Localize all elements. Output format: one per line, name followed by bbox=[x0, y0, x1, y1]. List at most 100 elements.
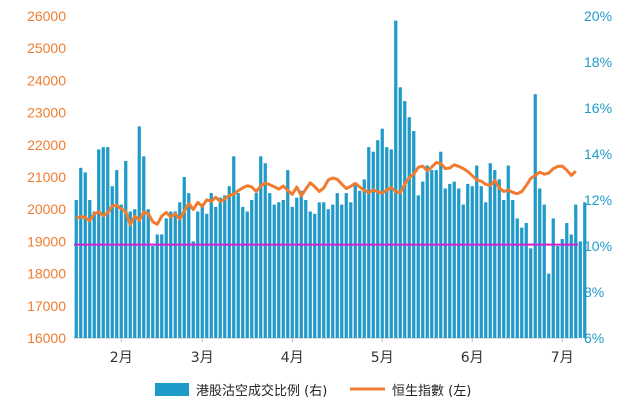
bar bbox=[506, 165, 510, 338]
bar bbox=[542, 204, 546, 338]
bar bbox=[308, 211, 312, 338]
bar bbox=[169, 211, 173, 338]
bar bbox=[299, 190, 303, 338]
bar bbox=[124, 160, 128, 338]
x-tick-label: 3月 bbox=[191, 350, 214, 366]
bar bbox=[115, 170, 119, 338]
bar bbox=[304, 200, 308, 338]
bar bbox=[137, 126, 141, 339]
bar bbox=[223, 195, 227, 338]
x-axis: 2月 3月 4月 5月 6月 7月 bbox=[110, 338, 574, 366]
bar bbox=[443, 188, 447, 338]
bar bbox=[425, 165, 429, 338]
left-tick-label: 25000 bbox=[27, 40, 66, 56]
bar bbox=[268, 193, 272, 338]
bar bbox=[205, 213, 209, 338]
bar bbox=[119, 204, 123, 338]
bar bbox=[403, 101, 407, 338]
bar bbox=[565, 223, 569, 338]
bar bbox=[281, 200, 285, 338]
bar bbox=[488, 163, 492, 338]
left-tick-label: 22000 bbox=[27, 137, 66, 153]
bar bbox=[457, 188, 461, 338]
left-axis: 16000 17000 18000 19000 20000 21000 22000 23000… bbox=[27, 8, 66, 346]
bar bbox=[515, 218, 519, 338]
bar bbox=[578, 241, 582, 338]
legend: 港股沽空成交比例 (右) 恒生指數 (左) bbox=[155, 383, 471, 399]
bar bbox=[466, 183, 470, 338]
legend-bar-label: 港股沽空成交比例 (右) bbox=[196, 383, 327, 399]
right-tick-label: 18% bbox=[584, 54, 612, 70]
bar bbox=[538, 188, 542, 338]
bar bbox=[461, 204, 465, 338]
bar bbox=[160, 234, 164, 338]
bar bbox=[254, 193, 258, 338]
bar bbox=[349, 202, 353, 338]
x-tick-label: 2月 bbox=[110, 350, 133, 366]
bar bbox=[259, 156, 263, 338]
left-tick-label: 17000 bbox=[27, 298, 66, 314]
bar bbox=[245, 211, 249, 338]
bar bbox=[475, 165, 479, 338]
bar bbox=[277, 202, 281, 338]
right-axis: 6% 8% 10% 12% 14% 16% 18% 20% bbox=[584, 8, 612, 346]
bar bbox=[286, 170, 290, 338]
bar bbox=[547, 273, 551, 338]
left-tick-label: 20000 bbox=[27, 201, 66, 217]
bar bbox=[434, 170, 438, 338]
bar bbox=[560, 239, 564, 338]
left-tick-label: 21000 bbox=[27, 169, 66, 185]
x-tick-label: 5月 bbox=[371, 350, 394, 366]
bar bbox=[317, 202, 321, 338]
bar bbox=[133, 209, 137, 338]
bar bbox=[232, 156, 236, 338]
bar bbox=[128, 211, 132, 338]
bar bbox=[502, 200, 506, 338]
bar bbox=[533, 94, 537, 338]
bar bbox=[187, 193, 191, 338]
bar bbox=[173, 211, 177, 338]
bar bbox=[511, 200, 515, 338]
bar bbox=[74, 200, 78, 338]
bar bbox=[263, 163, 267, 338]
bar bbox=[92, 211, 96, 338]
bar bbox=[493, 170, 497, 338]
left-tick-label: 23000 bbox=[27, 105, 66, 121]
bar bbox=[250, 200, 254, 338]
bar bbox=[214, 206, 218, 338]
left-tick-label: 26000 bbox=[27, 8, 66, 24]
bar bbox=[484, 202, 488, 338]
bar bbox=[344, 193, 348, 338]
bar bbox=[295, 197, 299, 338]
bar bbox=[394, 20, 398, 338]
x-tick-label: 7月 bbox=[551, 350, 574, 366]
bar bbox=[520, 227, 524, 338]
bar bbox=[358, 190, 362, 338]
left-tick-label: 16000 bbox=[27, 330, 66, 346]
bar bbox=[569, 234, 573, 338]
bar bbox=[200, 204, 204, 338]
bar bbox=[421, 181, 425, 338]
bar bbox=[335, 193, 339, 338]
bar bbox=[101, 147, 105, 338]
x-tick-label: 6月 bbox=[461, 350, 484, 366]
left-tick-label: 19000 bbox=[27, 233, 66, 249]
right-tick-label: 20% bbox=[584, 8, 612, 24]
bar bbox=[182, 177, 186, 338]
bar bbox=[497, 179, 501, 338]
right-tick-label: 6% bbox=[584, 330, 604, 346]
bar bbox=[209, 193, 213, 338]
bar bbox=[551, 218, 555, 338]
left-tick-label: 24000 bbox=[27, 72, 66, 88]
bar bbox=[353, 183, 357, 338]
right-tick-label: 10% bbox=[584, 238, 612, 254]
bar bbox=[155, 234, 159, 338]
bar bbox=[313, 213, 317, 338]
bar bbox=[146, 209, 150, 338]
bar bbox=[178, 202, 182, 338]
bar bbox=[142, 156, 146, 338]
bar bbox=[412, 131, 416, 338]
bar bbox=[398, 87, 402, 338]
bar bbox=[227, 186, 231, 338]
